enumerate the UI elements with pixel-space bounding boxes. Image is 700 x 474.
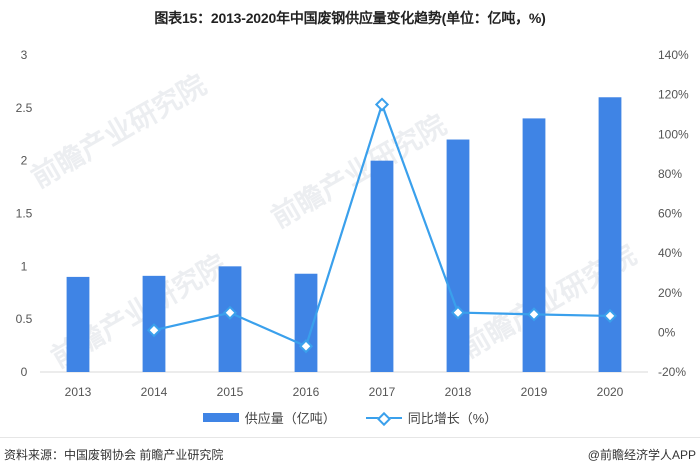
bar-2018[interactable]	[446, 139, 470, 372]
x-axis-tick: 2016	[293, 385, 320, 399]
right-axis-tick: 40%	[658, 246, 682, 260]
growth-point-diamond-icon[interactable]	[222, 305, 238, 320]
left-axis-tick: 3	[21, 48, 28, 62]
right-axis-tick: 140%	[658, 48, 689, 62]
x-axis-tick: 2013	[65, 385, 92, 399]
bar-swatch-icon	[202, 413, 239, 422]
bar-2013[interactable]	[66, 276, 90, 372]
bar-2017[interactable]	[370, 160, 394, 372]
left-axis-tick: 1	[21, 259, 28, 273]
right-axis-tick: 120%	[658, 88, 689, 102]
left-axis-tick: 0.5	[16, 312, 33, 326]
x-axis-tick: 2019	[521, 385, 548, 399]
legend: 供应量（亿吨） 同比增长（%）	[0, 408, 700, 427]
right-axis-tick: 20%	[658, 286, 682, 300]
legend-item-growth[interactable]: 同比增长（%）	[365, 408, 498, 427]
right-axis-tick: 80%	[658, 167, 682, 181]
x-axis-tick: 2017	[369, 385, 396, 399]
credit-note: @前瞻经济学人APP	[587, 448, 696, 462]
right-axis-tick: 60%	[658, 207, 682, 221]
legend-label-growth: 同比增长（%）	[407, 411, 498, 426]
x-axis-tick: 2020	[597, 385, 624, 399]
growth-point-diamond-icon[interactable]	[526, 307, 542, 322]
growth-point-diamond-icon[interactable]	[146, 323, 162, 338]
left-axis-tick: 0	[21, 365, 28, 379]
line-diamond-icon	[365, 412, 402, 424]
left-axis-tick: 2.5	[16, 101, 33, 115]
right-axis-tick: 0%	[658, 325, 676, 339]
right-axis-tick: 100%	[658, 127, 689, 141]
right-axis-tick: -20%	[658, 365, 686, 379]
bar-2020[interactable]	[598, 97, 622, 373]
x-axis-tick: 2018	[445, 385, 472, 399]
chart-title: 图表15：2013-2020年中国废钢供应量变化趋势(单位：亿吨，%)	[154, 10, 546, 26]
bar-2019[interactable]	[522, 118, 546, 373]
x-axis-tick: 2014	[141, 385, 168, 399]
left-axis-tick: 2	[21, 154, 28, 168]
footer-divider	[0, 437, 700, 438]
source-note: 资料来源：中国废钢协会 前瞻产业研究院	[4, 448, 224, 462]
left-axis-tick: 1.5	[16, 207, 33, 221]
growth-point-diamond-icon[interactable]	[450, 305, 466, 320]
legend-item-supply[interactable]: 供应量（亿吨）	[202, 408, 336, 427]
growth-point-diamond-icon[interactable]	[602, 308, 618, 324]
growth-point-diamond-icon[interactable]	[298, 339, 314, 354]
growth-point-diamond-icon[interactable]	[374, 97, 390, 112]
x-axis-tick: 2015	[217, 385, 244, 399]
legend-label-supply: 供应量（亿吨）	[244, 411, 336, 426]
